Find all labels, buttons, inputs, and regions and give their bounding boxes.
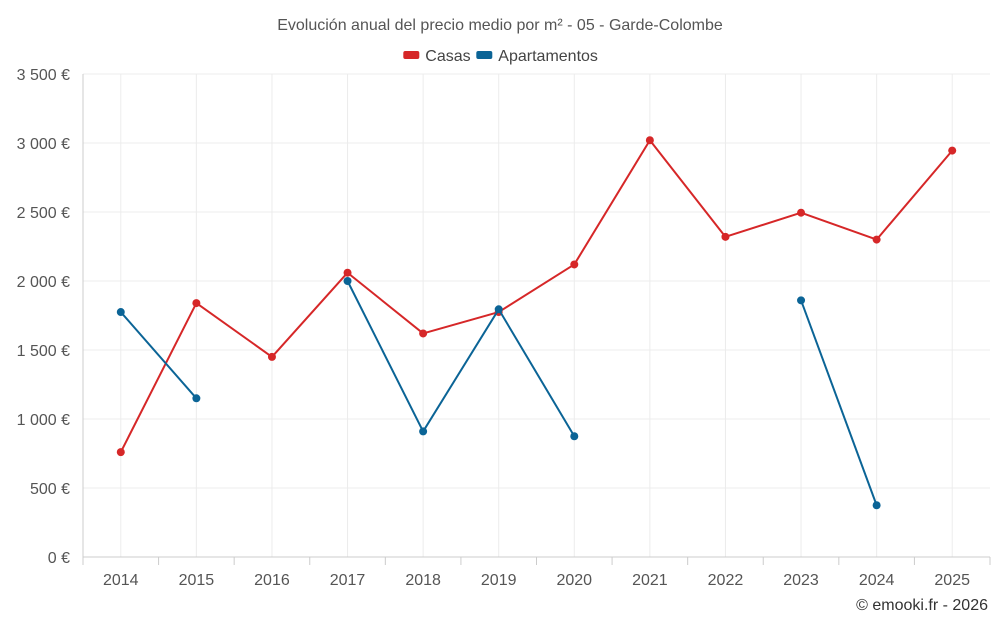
axes: 0 € 500 € 1 000 € 1 500 € 2 000 € 2 500 € 3 00… bbox=[17, 67, 991, 589]
x-tick-label: 2022 bbox=[708, 572, 744, 589]
data-point-casas[interactable] bbox=[419, 329, 428, 338]
legend-swatch bbox=[403, 51, 420, 59]
data-point-casas[interactable] bbox=[116, 448, 125, 457]
series-casas bbox=[116, 136, 957, 457]
x-tick-label: 2023 bbox=[783, 572, 819, 589]
data-point-casas[interactable] bbox=[343, 268, 352, 277]
legend-label: Casas bbox=[425, 48, 470, 65]
y-tick-label: 1 000 € bbox=[17, 412, 70, 429]
x-tick-label: 2014 bbox=[103, 572, 139, 589]
series-line-apartamentos bbox=[800, 299, 878, 506]
series-line-apartamentos bbox=[120, 311, 198, 399]
data-point-casas[interactable] bbox=[267, 352, 276, 361]
x-tick-label: 2020 bbox=[556, 572, 592, 589]
data-point-apartamentos[interactable] bbox=[797, 296, 806, 305]
series-line-casas bbox=[119, 139, 953, 453]
x-tick-label: 2016 bbox=[254, 572, 290, 589]
series-line-apartamentos bbox=[346, 280, 576, 437]
data-point-casas[interactable] bbox=[948, 146, 957, 155]
data-point-apartamentos[interactable] bbox=[192, 394, 201, 403]
y-tick-label: 0 € bbox=[48, 550, 70, 567]
data-point-casas[interactable] bbox=[721, 232, 730, 241]
legend-item-casas[interactable]: Casas bbox=[403, 48, 471, 65]
legend-label: Apartamentos bbox=[498, 48, 598, 65]
chart-title: Evolución anual del precio medio por m² … bbox=[277, 17, 723, 34]
x-tick-label: 2018 bbox=[405, 572, 441, 589]
legend-swatch bbox=[476, 51, 493, 59]
series-apartamentos bbox=[116, 277, 881, 510]
data-series bbox=[116, 136, 957, 510]
data-point-apartamentos[interactable] bbox=[872, 501, 881, 510]
credit-text: © emooki.fr - 2026 bbox=[856, 597, 988, 614]
data-point-casas[interactable] bbox=[872, 235, 881, 244]
data-point-apartamentos[interactable] bbox=[570, 432, 579, 441]
x-tick-label: 2019 bbox=[481, 572, 517, 589]
data-point-casas[interactable] bbox=[797, 208, 806, 217]
data-point-apartamentos[interactable] bbox=[116, 308, 125, 317]
grid-lines bbox=[83, 73, 990, 557]
x-tick-label: 2024 bbox=[859, 572, 895, 589]
data-point-casas[interactable] bbox=[645, 136, 654, 145]
x-tick-label: 2025 bbox=[934, 572, 970, 589]
y-tick-label: 3 500 € bbox=[17, 67, 70, 84]
y-tick-label: 2 000 € bbox=[17, 274, 70, 291]
x-tick-label: 2017 bbox=[330, 572, 366, 589]
y-tick-label: 1 500 € bbox=[17, 343, 70, 360]
x-tick-label: 2015 bbox=[179, 572, 215, 589]
data-point-apartamentos[interactable] bbox=[343, 277, 352, 285]
data-point-casas[interactable] bbox=[570, 260, 579, 269]
legend-item-apartamentos[interactable]: Apartamentos bbox=[476, 48, 598, 65]
chart-legend: Casas Apartamentos bbox=[403, 48, 598, 65]
data-point-casas[interactable] bbox=[192, 299, 201, 308]
y-tick-label: 2 500 € bbox=[17, 205, 70, 222]
y-tick-label: 3 000 € bbox=[17, 136, 70, 153]
y-tick-label: 500 € bbox=[30, 481, 70, 498]
data-point-apartamentos[interactable] bbox=[419, 427, 428, 436]
x-tick-label: 2021 bbox=[632, 572, 668, 589]
data-point-apartamentos[interactable] bbox=[494, 305, 503, 314]
